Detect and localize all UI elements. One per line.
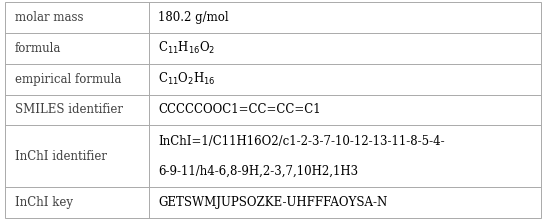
Text: GETSWMJUPSOZKE-UHFFFAOYSA-N: GETSWMJUPSOZKE-UHFFFAOYSA-N (158, 196, 388, 209)
Text: InChI key: InChI key (15, 196, 73, 209)
Text: InChI identifier: InChI identifier (15, 150, 107, 163)
Text: C$_{11}$O$_{2}$H$_{16}$: C$_{11}$O$_{2}$H$_{16}$ (158, 71, 216, 87)
Text: C$_{11}$H$_{16}$O$_{2}$: C$_{11}$H$_{16}$O$_{2}$ (158, 40, 216, 57)
Text: 6-9-11/h4-6,8-9H,2-3,7,10H2,1H3: 6-9-11/h4-6,8-9H,2-3,7,10H2,1H3 (158, 165, 359, 178)
Text: molar mass: molar mass (15, 11, 84, 24)
Text: empirical formula: empirical formula (15, 73, 121, 86)
Text: InChI=1/C11H16O2/c1-2-3-7-10-12-13-11-8-5-4-: InChI=1/C11H16O2/c1-2-3-7-10-12-13-11-8-… (158, 135, 445, 148)
Text: SMILES identifier: SMILES identifier (15, 103, 123, 117)
Text: CCCCCООС1=CC=CC=C1: CCCCCООС1=CC=CC=C1 (158, 103, 321, 117)
Text: 180.2 g/mol: 180.2 g/mol (158, 11, 229, 24)
Text: formula: formula (15, 42, 62, 55)
